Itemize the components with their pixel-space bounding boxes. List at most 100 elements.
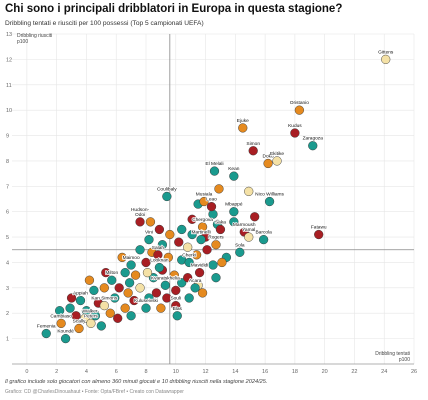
data-point <box>177 278 187 288</box>
point-label: Gittens <box>378 49 394 55</box>
data-point-hudson-odoi <box>135 217 145 227</box>
data-point <box>244 186 254 197</box>
data-point <box>214 184 224 194</box>
data-point-oristanio <box>294 105 304 115</box>
data-point <box>65 303 75 313</box>
x-tick-label: 20 <box>322 369 328 375</box>
data-point <box>105 308 115 318</box>
data-point-looknan <box>154 262 165 273</box>
data-point <box>145 217 156 227</box>
data-point-simon <box>248 146 258 156</box>
data-point-martinelli <box>196 234 206 245</box>
data-point-cherki <box>184 257 194 268</box>
y-axis-label: Dribbling riusciti <box>17 33 52 39</box>
data-point <box>101 267 111 278</box>
point-label: Appiah <box>73 291 88 297</box>
data-point-kudus <box>290 128 300 138</box>
y-tick-label: 4 <box>6 260 9 266</box>
data-point <box>80 313 90 323</box>
data-point-mavididi <box>194 267 205 278</box>
chart-footnote: Il grafico include solo giocatori con al… <box>5 379 268 385</box>
point-label: Milton <box>105 270 118 276</box>
point-label: Martinelli <box>191 230 210 236</box>
x-tick-label: 6 <box>115 369 118 375</box>
data-point-barcola <box>258 234 269 245</box>
data-point <box>99 283 109 293</box>
data-point <box>174 237 184 247</box>
point-label: El Melali <box>205 161 223 167</box>
data-point <box>162 293 172 303</box>
data-point <box>229 217 239 227</box>
point-label: Looknan <box>150 258 169 264</box>
point-label: Kvaratskhelia <box>151 275 180 281</box>
data-point-chergova <box>197 222 208 232</box>
point-label: Cherki <box>182 252 196 258</box>
point-label: Ejuke <box>237 118 249 124</box>
data-point <box>183 242 193 252</box>
data-point-kan-simons <box>99 300 109 311</box>
data-point-maimoo <box>126 260 136 270</box>
y-tick-label: 8 <box>6 159 9 165</box>
x-tick-label: 2 <box>55 369 58 375</box>
y-tick-label: 10 <box>6 108 12 114</box>
y-tick-label: 11 <box>6 83 12 89</box>
data-point-coulibaly <box>162 191 172 202</box>
point-label: Nico Williams <box>255 192 284 198</box>
y-tick-label: 13 <box>6 32 12 38</box>
data-point <box>148 273 159 283</box>
point-label: Leao <box>206 197 217 203</box>
data-point <box>89 285 99 296</box>
data-point-kvaratskhelia <box>160 280 170 290</box>
x-tick-label: 24 <box>381 369 387 375</box>
data-point-kound- <box>60 333 71 344</box>
y-tick-label: 9 <box>6 134 9 140</box>
data-point-blas <box>172 311 182 321</box>
data-point-femenia <box>41 328 51 339</box>
data-point <box>129 295 139 306</box>
data-point <box>117 252 127 263</box>
data-point <box>151 288 162 298</box>
point-label: Kuluseivski <box>134 298 158 304</box>
point-label: Hudson-Odoi <box>131 207 150 218</box>
point-label: Saka <box>215 219 226 225</box>
x-tick-label: 4 <box>85 369 88 375</box>
point-label: Salah <box>152 245 165 251</box>
data-point <box>96 321 106 331</box>
data-point <box>123 288 133 298</box>
y-tick-label: 6 <box>6 210 9 216</box>
data-point <box>211 273 221 283</box>
point-label: Yamal <box>242 227 255 233</box>
data-point <box>217 257 227 268</box>
data-point <box>250 212 260 222</box>
data-point-acara <box>190 283 200 293</box>
data-point-salah <box>153 250 163 260</box>
data-point <box>156 303 166 313</box>
data-point <box>135 245 145 255</box>
point-label: Walker-Peters <box>83 308 100 319</box>
data-point <box>177 224 187 235</box>
data-point <box>120 267 130 278</box>
point-labels: Gittens Oristanio Kudus Zaragoza Ejuke SimonD… <box>36 49 395 336</box>
data-point <box>124 278 135 288</box>
data-point <box>187 214 197 224</box>
point-label: Scally <box>73 318 86 324</box>
data-point-appiah <box>75 295 86 306</box>
y-tick-label: 5 <box>6 235 9 241</box>
data-point <box>55 306 65 316</box>
point-label: Sola <box>235 242 245 248</box>
data-point <box>171 285 181 296</box>
point-label: Cambiaso <box>50 313 72 319</box>
y-tick-label: 12 <box>6 57 12 63</box>
data-point-sola <box>235 247 245 257</box>
data-point <box>114 283 124 293</box>
point-label: Koundé <box>57 329 74 335</box>
point-label: Mbappé <box>225 202 243 208</box>
data-point-el-melali <box>209 166 220 176</box>
data-point-kean <box>229 171 239 181</box>
data-point-ejuke <box>238 123 248 133</box>
data-point-gittens <box>381 54 391 65</box>
point-label: Acara <box>189 278 202 284</box>
x-tick-label: 10 <box>173 369 179 375</box>
x-tick-label: 22 <box>351 369 357 375</box>
